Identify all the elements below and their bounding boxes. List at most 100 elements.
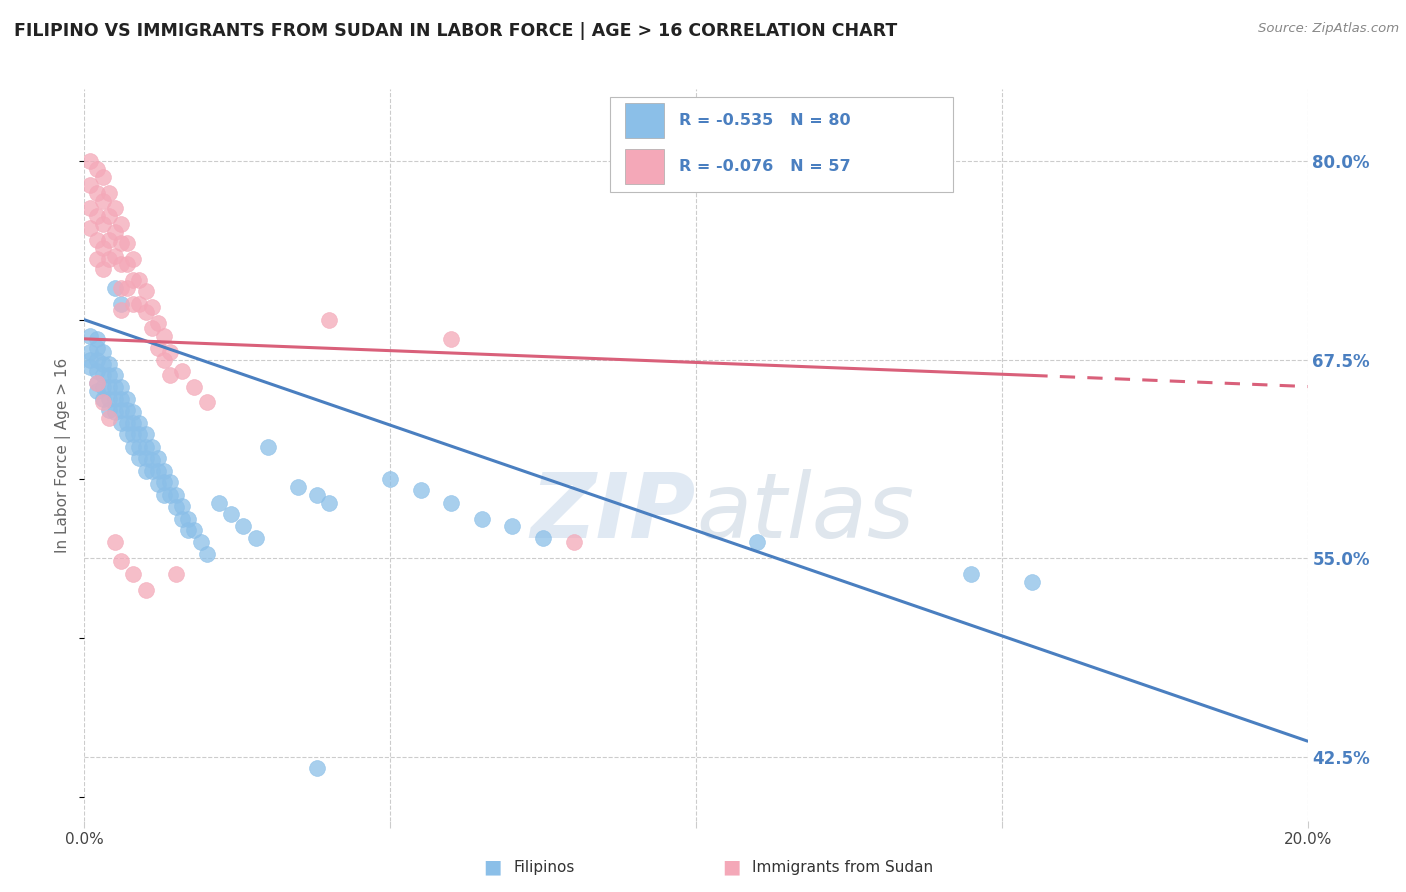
Point xyxy=(122,273,145,287)
Point xyxy=(110,218,132,232)
Point xyxy=(91,194,114,208)
Point xyxy=(146,316,169,330)
Point xyxy=(135,305,157,319)
Point xyxy=(440,332,463,346)
Point xyxy=(153,475,176,489)
Point xyxy=(110,303,132,318)
Text: Immigrants from Sudan: Immigrants from Sudan xyxy=(752,860,934,874)
Point xyxy=(91,357,114,371)
Point xyxy=(135,583,157,598)
Point xyxy=(135,284,157,298)
Point xyxy=(141,300,163,314)
Point xyxy=(153,352,176,367)
Point xyxy=(97,403,120,417)
Point xyxy=(79,178,101,192)
Point xyxy=(318,495,340,509)
Point xyxy=(183,379,205,393)
Point xyxy=(122,297,145,311)
Point xyxy=(97,392,120,407)
Point xyxy=(141,464,163,478)
Text: R = -0.076   N = 57: R = -0.076 N = 57 xyxy=(679,160,851,174)
Text: ■: ■ xyxy=(482,857,502,877)
Point xyxy=(91,368,114,383)
Point xyxy=(409,483,432,497)
Point xyxy=(86,161,108,176)
Point xyxy=(86,332,108,346)
Point xyxy=(165,488,187,502)
Point xyxy=(195,395,218,409)
Point xyxy=(104,249,127,263)
Point xyxy=(172,364,194,378)
Point xyxy=(159,475,181,489)
Point xyxy=(91,241,114,255)
Point xyxy=(97,186,120,200)
Point xyxy=(135,451,157,466)
Point xyxy=(177,523,200,537)
Point xyxy=(318,312,340,326)
Point xyxy=(141,440,163,454)
Point xyxy=(79,153,101,168)
Point xyxy=(110,554,132,568)
Point xyxy=(172,499,194,513)
Point xyxy=(122,440,145,454)
Point xyxy=(128,451,150,466)
Point xyxy=(91,392,114,407)
Text: FILIPINO VS IMMIGRANTS FROM SUDAN IN LABOR FORCE | AGE > 16 CORRELATION CHART: FILIPINO VS IMMIGRANTS FROM SUDAN IN LAB… xyxy=(14,22,897,40)
Point xyxy=(531,531,554,545)
Point xyxy=(86,376,108,391)
Point xyxy=(79,360,101,375)
Text: ■: ■ xyxy=(721,857,741,877)
Point xyxy=(79,328,101,343)
Point xyxy=(104,368,127,383)
Point xyxy=(135,440,157,454)
Point xyxy=(104,535,127,549)
Point xyxy=(86,342,108,356)
Point xyxy=(159,368,181,383)
Point xyxy=(86,252,108,267)
Text: Source: ZipAtlas.com: Source: ZipAtlas.com xyxy=(1258,22,1399,36)
Point xyxy=(110,236,132,251)
Point xyxy=(122,405,145,419)
Point xyxy=(128,427,150,442)
Point xyxy=(115,416,138,430)
Point xyxy=(257,440,280,454)
Point xyxy=(146,464,169,478)
Point xyxy=(122,252,145,267)
Point xyxy=(135,427,157,442)
Point xyxy=(141,452,163,467)
Point xyxy=(135,464,157,478)
Point xyxy=(79,220,101,235)
Point xyxy=(165,567,187,582)
Point xyxy=(153,328,176,343)
Point xyxy=(110,379,132,393)
Point xyxy=(502,519,524,533)
Point xyxy=(97,210,120,224)
Point xyxy=(110,257,132,271)
Point xyxy=(190,535,212,549)
Point xyxy=(122,427,145,442)
Point xyxy=(177,511,200,525)
Point xyxy=(232,519,254,533)
Point xyxy=(146,451,169,466)
Text: ZIP: ZIP xyxy=(530,469,696,558)
Point xyxy=(79,352,101,367)
Point xyxy=(195,547,218,561)
Point xyxy=(115,257,138,271)
Point xyxy=(86,364,108,378)
Point xyxy=(165,500,187,515)
Point xyxy=(440,495,463,509)
Point xyxy=(183,523,205,537)
Point xyxy=(104,202,127,216)
Point xyxy=(159,488,181,502)
Point xyxy=(91,395,114,409)
Point xyxy=(115,403,138,417)
Point xyxy=(128,416,150,430)
Point xyxy=(86,384,108,399)
Point xyxy=(110,392,132,407)
Point xyxy=(91,169,114,184)
Point xyxy=(141,320,163,334)
Bar xyxy=(626,149,664,185)
Point xyxy=(287,480,309,494)
Point xyxy=(104,281,127,295)
Point xyxy=(115,392,138,407)
